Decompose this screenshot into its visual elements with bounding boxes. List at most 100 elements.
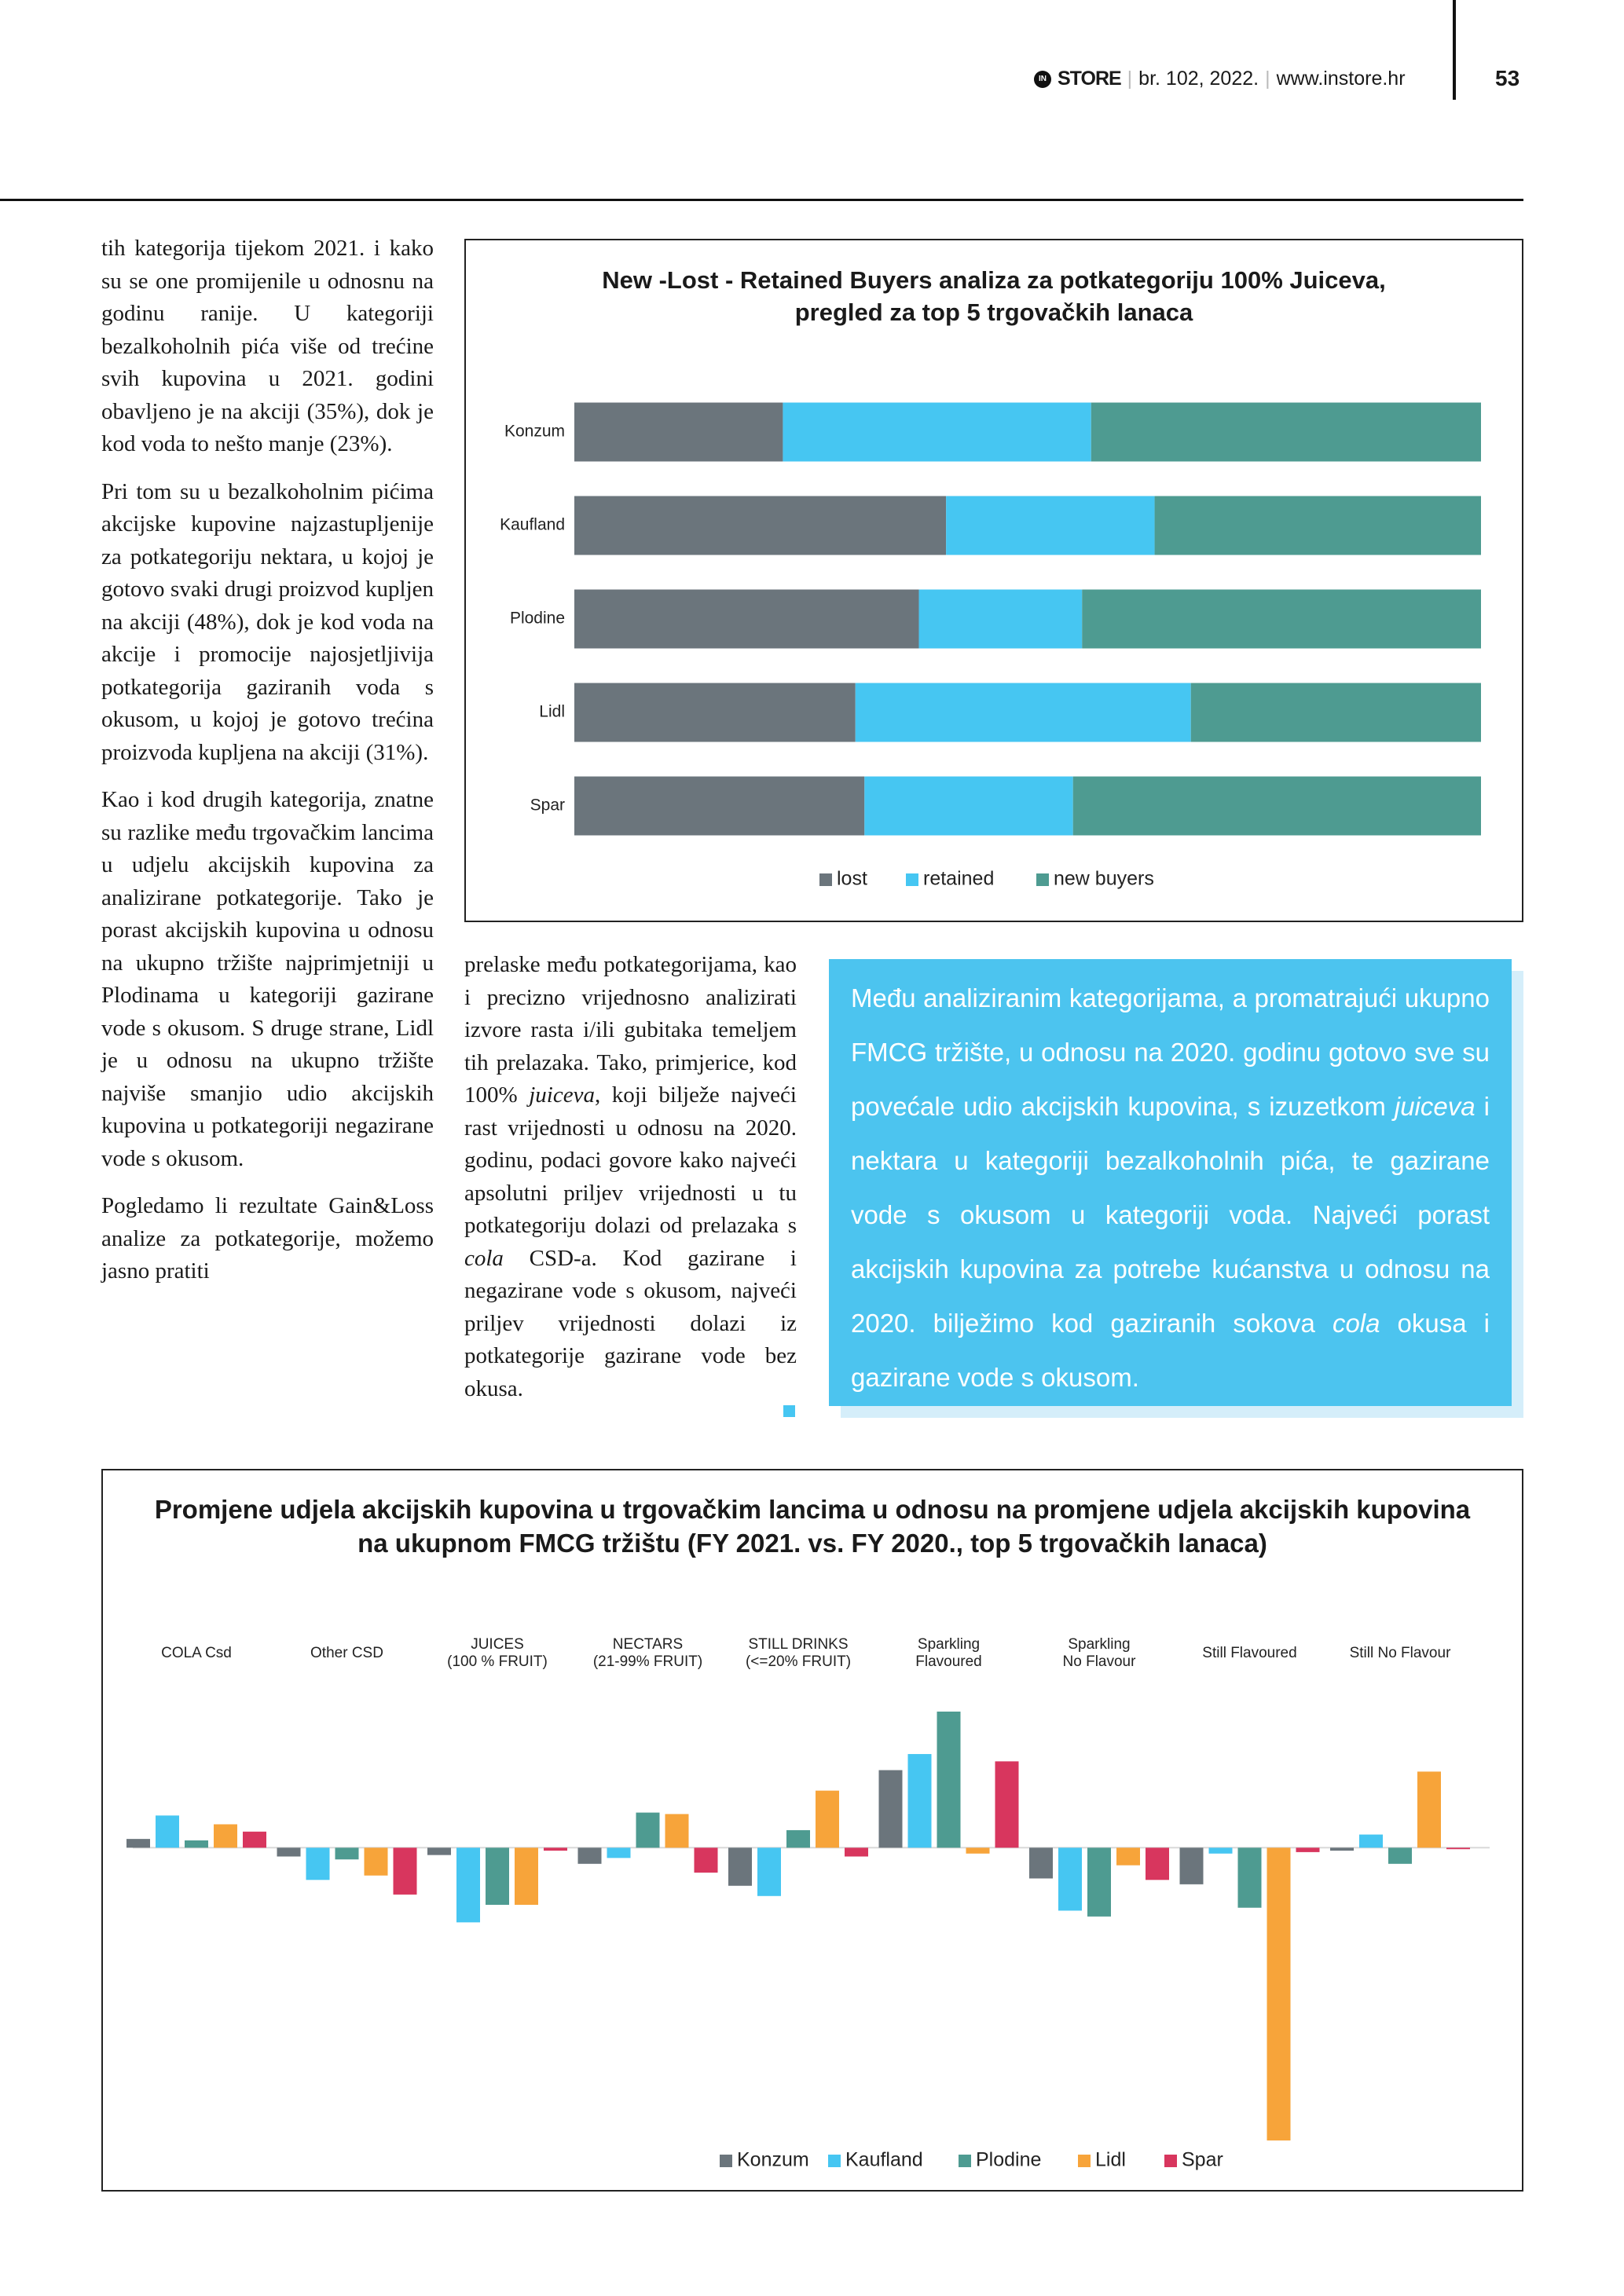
text: Pogledamo li rezultate Gain&Loss analize… <box>101 1193 434 1283</box>
italic-text: cola <box>1332 1309 1380 1338</box>
category-label: NECTARS (21-99% FRUIT) <box>592 1636 703 1670</box>
bar <box>1330 1847 1354 1851</box>
end-mark <box>783 1405 795 1417</box>
bar-segment <box>574 683 856 742</box>
bar <box>486 1847 509 1905</box>
category-label: Still No Flavour <box>1349 1645 1451 1661</box>
paragraph: Kao i kod drugih kategorija, znatne su r… <box>101 784 434 1175</box>
header-rule-horizontal <box>0 199 1523 201</box>
header-rule-vertical <box>1453 0 1456 100</box>
legend-swatch <box>959 2155 971 2167</box>
bar <box>214 1824 237 1848</box>
italic-text: juiceva <box>529 1082 595 1108</box>
paragraph: Pri tom su u bezalkoholnim pićima akcijs… <box>101 476 434 770</box>
bar <box>636 1812 660 1848</box>
header: IN STORE | br. 102, 2022. | www.instore.… <box>1034 68 1406 90</box>
bar <box>757 1847 781 1896</box>
bar <box>1058 1847 1082 1911</box>
legend-label: Konzum <box>737 2149 809 2171</box>
text: Pri tom su u bezalkoholnim pićima akcijs… <box>101 478 434 765</box>
category-label: Other CSD <box>310 1645 383 1661</box>
bar-segment <box>918 589 1083 649</box>
bar <box>845 1847 868 1857</box>
bar <box>1446 1847 1470 1850</box>
bar <box>156 1815 179 1848</box>
legend-swatch <box>1164 2155 1177 2167</box>
bar <box>1087 1847 1111 1917</box>
bar-segment <box>783 402 1091 462</box>
text: tih kategorija tijekom 2021. i kako su s… <box>101 236 434 456</box>
bar <box>577 1847 602 1864</box>
text: Kao i kod drugih kategorija, znatne su r… <box>101 787 434 1171</box>
logo-mark: IN <box>1034 70 1051 88</box>
italic-text: cola <box>464 1245 504 1271</box>
bar <box>816 1790 839 1848</box>
legend-label: retained <box>923 868 994 890</box>
legend-label: Kaufland <box>845 2149 923 2171</box>
legend-swatch <box>720 2155 732 2167</box>
legend-label: Plodine <box>976 2149 1041 2171</box>
category-label: JUICES (100 % FRUIT) <box>447 1636 548 1670</box>
category-label: STILL DRINKS (<=20% FRUIT) <box>745 1636 852 1670</box>
bar <box>456 1847 480 1923</box>
issue: br. 102, 2022. <box>1138 68 1259 90</box>
paragraph: prelaske među potkategorijama, kao i pre… <box>464 949 797 1405</box>
legend-swatch <box>828 2155 841 2167</box>
bar-segment <box>574 776 865 836</box>
plot: Konzum Kaufland Plodine Lidl Spar <box>126 1712 1490 2171</box>
bar <box>243 1831 266 1848</box>
y-tick-label: Plodine <box>510 610 565 628</box>
bar-segment <box>864 776 1073 836</box>
callout: Među analiziranim kategorijama, a promat… <box>829 959 1512 1406</box>
bar-segment <box>1091 402 1481 462</box>
legend-swatch <box>906 873 918 886</box>
bar <box>966 1847 990 1854</box>
bar <box>515 1847 538 1905</box>
bar <box>1237 1847 1262 1908</box>
bar <box>364 1847 388 1876</box>
legend-label: lost <box>837 868 867 890</box>
category-label: COLA Csd <box>161 1645 232 1661</box>
paragraph: Pogledamo li rezultate Gain&Loss analize… <box>101 1190 434 1288</box>
bar-segment <box>946 496 1155 555</box>
middle-column: prelaske među potkategorijama, kao i pre… <box>464 949 797 1420</box>
legend-label: Lidl <box>1095 2149 1126 2171</box>
bar-segment <box>1154 496 1481 555</box>
left-column: tih kategorija tijekom 2021. i kako su s… <box>101 233 434 1303</box>
y-tick-label: Kaufland <box>500 516 565 534</box>
legend-label: new buyers <box>1054 868 1154 890</box>
legend-label: Spar <box>1182 2149 1223 2171</box>
bar <box>607 1847 631 1858</box>
bar <box>1296 1847 1320 1852</box>
bar <box>1179 1847 1204 1884</box>
text: okusa i gazirane vode s okusom. <box>851 1309 1490 1392</box>
bar <box>185 1840 208 1848</box>
bar-segment <box>1190 683 1481 742</box>
bar-segment <box>855 683 1191 742</box>
bar <box>907 1754 932 1848</box>
plot: Konzum Kaufland Plodine Lidl Spar lost retaine… <box>500 402 1481 890</box>
bar <box>1208 1847 1233 1854</box>
legend-swatch <box>1036 873 1049 886</box>
bar <box>1267 1847 1291 2140</box>
bar <box>306 1847 330 1880</box>
separator: | <box>1127 68 1133 90</box>
bar <box>937 1712 961 1848</box>
italic-text: juiceva <box>1394 1092 1476 1121</box>
bar <box>786 1829 810 1848</box>
category-label: Still Flavoured <box>1202 1645 1297 1661</box>
category-label: Sparkling No Flavour <box>1062 1636 1136 1670</box>
text: i nektara u kategoriji bezalkoholnih pić… <box>851 1092 1490 1338</box>
bar <box>1029 1847 1053 1879</box>
chart-title: Promjene udjela akcijskih kupovina u trg… <box>154 1495 1471 1558</box>
bar <box>728 1847 752 1886</box>
legend-swatch <box>819 873 832 886</box>
paragraph: tih kategorija tijekom 2021. i kako su s… <box>101 233 434 461</box>
y-tick-label: Spar <box>530 796 565 815</box>
bar <box>665 1814 689 1848</box>
bar <box>1359 1834 1383 1848</box>
text: CSD-a. Kod gazirane i negazirane vode s … <box>464 1245 797 1401</box>
bar-segment <box>574 402 783 462</box>
bar <box>427 1847 451 1855</box>
